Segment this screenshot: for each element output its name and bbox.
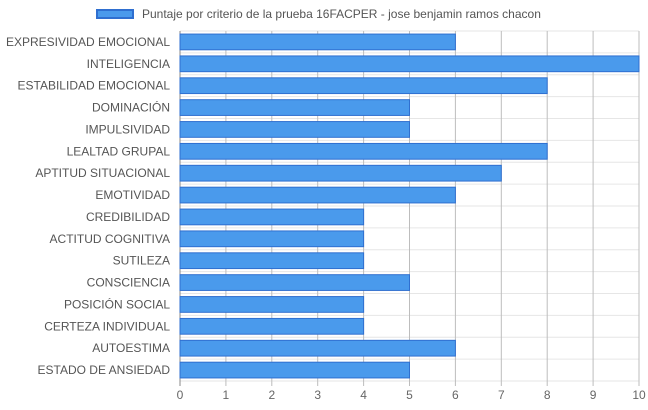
y-category-label: EXPRESIVIDAD EMOCIONAL bbox=[6, 35, 170, 49]
bar bbox=[179, 274, 410, 291]
y-category-label: ACTITUD COGNITIVA bbox=[50, 232, 170, 246]
bar bbox=[179, 142, 548, 160]
legend-swatch bbox=[96, 9, 134, 19]
y-category-label: EMOTIVIDAD bbox=[95, 188, 170, 202]
x-tick-label: 1 bbox=[223, 388, 230, 402]
bar bbox=[179, 99, 410, 116]
bar bbox=[179, 230, 365, 248]
y-category-label: AUTOESTIMA bbox=[92, 341, 170, 355]
bar bbox=[179, 361, 410, 379]
bar bbox=[179, 55, 640, 73]
y-category-label: INTELIGENCIA bbox=[87, 57, 170, 71]
y-category-label: ESTABILIDAD EMOCIONAL bbox=[18, 79, 171, 93]
y-category-label: ESTADO DE ANSIEDAD bbox=[38, 363, 171, 377]
legend-label: Puntaje por criterio de la prueba 16FACP… bbox=[142, 7, 541, 21]
x-tick-label: 5 bbox=[406, 388, 413, 402]
y-category-label: POSICIÓN SOCIAL bbox=[64, 296, 170, 311]
bar bbox=[179, 77, 548, 95]
bar bbox=[179, 296, 365, 313]
y-category-label: CONSCIENCIA bbox=[87, 276, 170, 290]
bar bbox=[179, 164, 502, 182]
y-category-label: DOMINACIÓN bbox=[92, 100, 170, 115]
x-tick-label: 0 bbox=[177, 388, 184, 402]
bar bbox=[179, 339, 456, 357]
y-category-label: LEALTAD GRUPAL bbox=[67, 144, 171, 158]
bar bbox=[179, 252, 365, 270]
y-category-label: CREDIBILIDAD bbox=[86, 210, 170, 224]
x-tick-label: 2 bbox=[268, 388, 275, 402]
bar bbox=[179, 121, 410, 138]
y-category-label: APTITUD SITUACIONAL bbox=[35, 166, 170, 180]
y-category-label: CERTEZA INDIVIDUAL bbox=[44, 319, 170, 333]
x-tick-label: 9 bbox=[590, 388, 597, 402]
x-tick-label: 10 bbox=[632, 388, 646, 402]
y-category-label: IMPULSIVIDAD bbox=[85, 122, 170, 136]
x-tick-label: 4 bbox=[360, 388, 367, 402]
chart-legend[interactable]: Puntaje por criterio de la prueba 16FACP… bbox=[96, 6, 541, 22]
x-tick-label: 6 bbox=[452, 388, 459, 402]
bar bbox=[179, 317, 365, 335]
x-tick-label: 7 bbox=[498, 388, 505, 402]
x-tick-label: 8 bbox=[544, 388, 551, 402]
bar bbox=[179, 208, 365, 226]
bar bbox=[179, 33, 456, 51]
y-category-label: SUTILEZA bbox=[113, 254, 170, 268]
x-tick-label: 3 bbox=[314, 388, 321, 402]
bar bbox=[179, 186, 456, 204]
